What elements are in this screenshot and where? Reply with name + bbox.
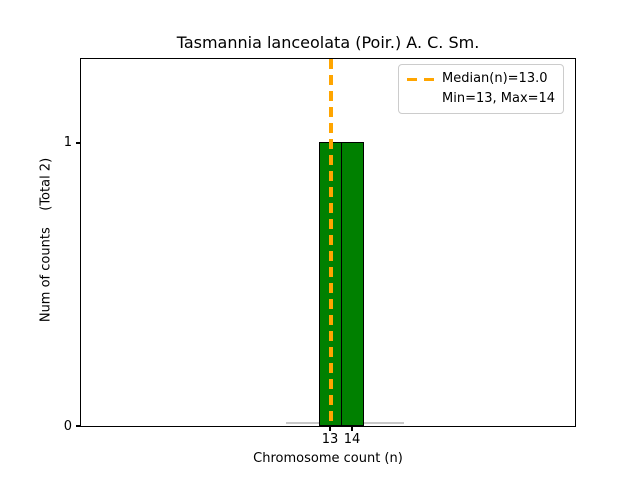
x-tick-mark-13 <box>329 427 331 431</box>
bar-n14 <box>341 142 364 426</box>
legend-empty-handle <box>407 98 434 101</box>
legend-median-label: Median(n)=13.0 <box>442 71 548 86</box>
x-axis-label: Chromosome count (n) <box>253 451 403 466</box>
median-dashed-line <box>329 59 333 426</box>
x-tick-label-14: 14 <box>343 432 361 447</box>
y-tick-label-1: 1 <box>63 135 72 150</box>
plot-area <box>80 58 576 427</box>
y-tick-label-0: 0 <box>63 419 72 434</box>
legend-minmax-label: Min=13, Max=14 <box>442 91 556 106</box>
legend-row-median: Median(n)=13.0 <box>407 69 555 89</box>
x-tick-label-13: 13 <box>321 432 339 447</box>
x-tick-mark-14 <box>351 427 353 431</box>
chart-title: Tasmannia lanceolata (Poir.) A. C. Sm. <box>176 33 480 52</box>
y-tick-mark-0 <box>76 425 80 427</box>
y-tick-mark-1 <box>76 142 80 144</box>
legend-row-minmax: Min=13, Max=14 <box>407 89 555 109</box>
median-line-sample-icon <box>407 77 434 81</box>
legend: Median(n)=13.0 Min=13, Max=14 <box>398 64 564 114</box>
y-axis-label: Num of counts (Total 2) <box>38 157 54 323</box>
